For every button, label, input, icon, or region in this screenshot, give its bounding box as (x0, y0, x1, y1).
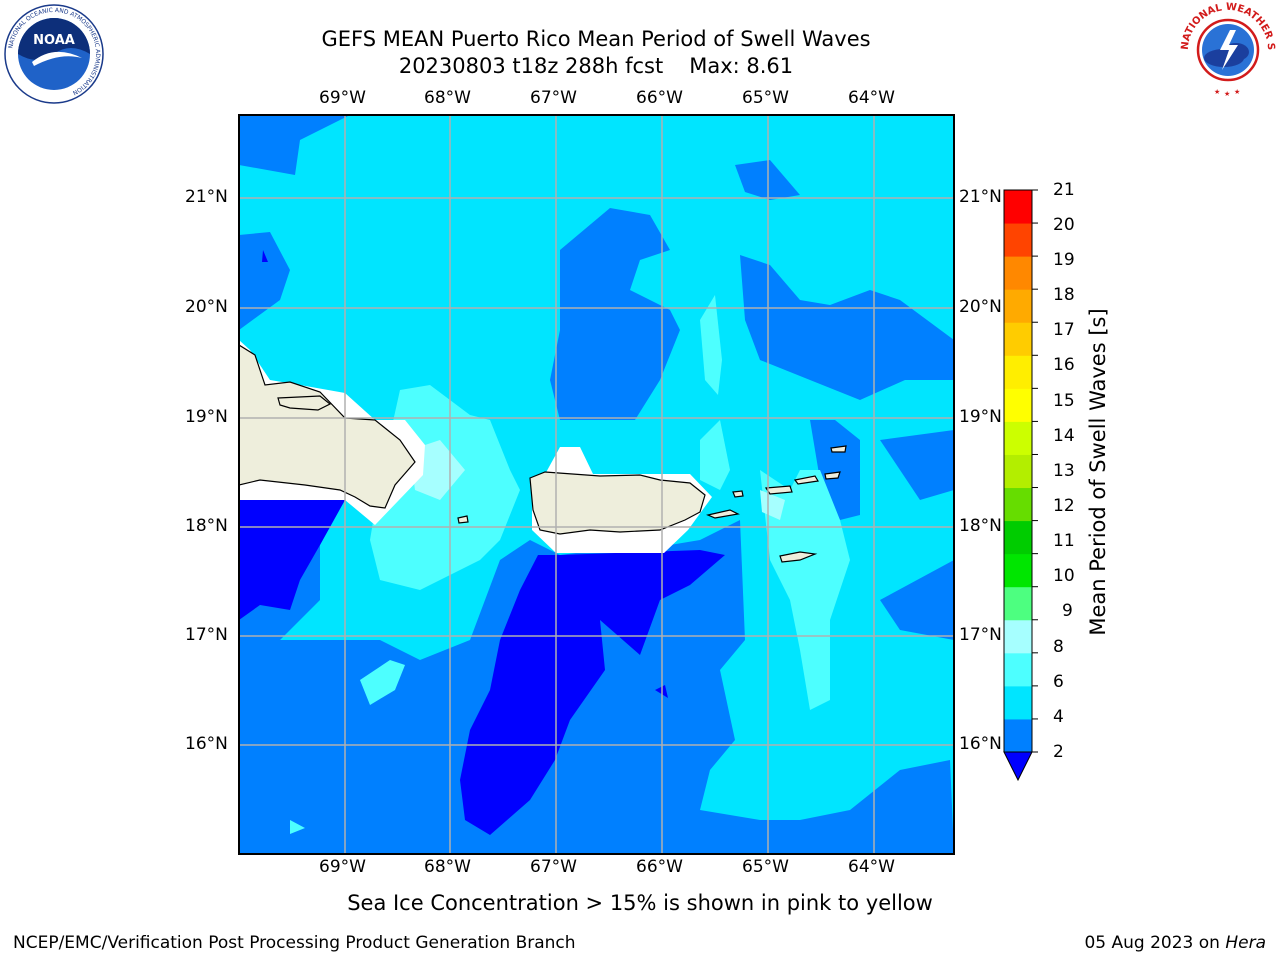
colorbar-tick-label: 16 (1053, 355, 1075, 375)
colorbar-swatch (1004, 223, 1032, 257)
lat-label-left: 20°N (185, 297, 228, 317)
colorbar-swatch (1004, 322, 1032, 356)
st-croix (779, 551, 818, 563)
colorbar-under-triangle (1003, 751, 1033, 782)
colorbar-swatch (1004, 718, 1032, 753)
tortola (793, 475, 819, 485)
lon-label-top: 68°W (424, 88, 471, 108)
lon-label-top: 69°W (319, 88, 366, 108)
lon-label-bottom: 69°W (319, 857, 366, 877)
swell-period-contours (239, 115, 954, 854)
colorbar-tick-label: 2 (1053, 742, 1064, 762)
colorbar-tick-label: 8 (1053, 637, 1064, 657)
colorbar-tick-label: 4 (1053, 707, 1064, 727)
map-frame (238, 114, 955, 855)
mona-island (457, 515, 469, 524)
map-title: GEFS MEAN Puerto Rico Mean Period of Swe… (321, 27, 871, 51)
culebra (732, 490, 744, 498)
lon-label-bottom: 67°W (530, 857, 577, 877)
lon-label-top: 65°W (742, 88, 789, 108)
generation-date: 05 Aug 2023 on Hera (1084, 933, 1266, 953)
colorbar-swatch (1004, 520, 1032, 555)
colorbar-swatch (1004, 289, 1032, 323)
colorbar-swatch (1004, 355, 1032, 389)
colorbar-tick-label: 20 (1053, 215, 1075, 235)
colorbar-swatch (1004, 388, 1032, 422)
lon-label-bottom: 66°W (636, 857, 683, 877)
lat-label-left: 18°N (185, 516, 228, 536)
lat-label-right: 21°N (959, 187, 1002, 207)
max-value: Max: 8.61 (689, 54, 794, 78)
colorbar-title: Mean Period of Swell Waves [s] (1086, 308, 1110, 636)
colorbar-tick-label: 6 (1053, 672, 1064, 692)
colorbar-swatch (1004, 553, 1032, 588)
lat-label-right: 17°N (959, 625, 1002, 645)
map-subtitle: 20230803 t18z 288h fcst Max: 8.61 (0, 54, 1192, 78)
colorbar-tick-label: 18 (1053, 285, 1075, 305)
noaa-logo: NATIONAL OCEANIC AND ATMOSPHERIC ADMINIS… (4, 4, 104, 104)
lon-label-bottom: 68°W (424, 857, 471, 877)
virgin-gorda (824, 471, 841, 480)
lon-label-top: 66°W (636, 88, 683, 108)
lon-label-bottom: 64°W (848, 857, 895, 877)
lat-label-right: 20°N (959, 297, 1002, 317)
colorbar-swatch (1004, 487, 1032, 522)
colorbar-swatch (1004, 586, 1032, 621)
colorbar-swatch (1004, 454, 1032, 489)
lat-label-left: 16°N (185, 734, 228, 754)
colorbar-swatch (1004, 421, 1032, 455)
run-info: 20230803 t18z 288h fcst (398, 54, 664, 78)
sea-ice-note: Sea Ice Concentration > 15% is shown in … (347, 891, 933, 915)
colorbar-swatch (1004, 652, 1032, 687)
nws-logo: NATIONAL WEATHER SERVICE ★ ★ ★ (1176, 0, 1276, 98)
svg-text:★: ★ (1234, 88, 1240, 96)
colorbar-tick-label: 14 (1053, 426, 1075, 446)
colorbar (1003, 189, 1038, 753)
st-thomas (764, 485, 793, 495)
colorbar-tick-label: 11 (1053, 531, 1075, 551)
svg-text:★: ★ (1214, 88, 1220, 96)
lon-label-top: 67°W (530, 88, 577, 108)
graticule (239, 115, 954, 854)
lat-label-left: 19°N (185, 407, 228, 427)
colorbar-swatch (1004, 190, 1032, 224)
producer-credit: NCEP/EMC/Verification Post Processing Pr… (13, 933, 576, 953)
colorbar-tick-label: 19 (1053, 250, 1075, 270)
svg-text:★: ★ (1224, 90, 1230, 98)
colorbar-swatch (1004, 685, 1032, 720)
colorbar-tick-label: 17 (1053, 320, 1075, 340)
lat-label-left: 17°N (185, 625, 228, 645)
colorbar-tick-label: 13 (1053, 461, 1075, 481)
colorbar-tick-label: 10 (1053, 566, 1075, 586)
colorbar-tick-label: 12 (1053, 496, 1075, 516)
lat-label-right: 16°N (959, 734, 1002, 754)
vieques (706, 509, 740, 519)
colorbar-swatch (1004, 256, 1032, 290)
tortuga-island (277, 395, 332, 411)
lon-label-bottom: 65°W (742, 857, 789, 877)
colorbar-swatch (1004, 619, 1032, 654)
hispaniola (239, 344, 416, 509)
colorbar-tick-label: 21 (1053, 180, 1075, 200)
colorbar-tick-label: 15 (1053, 391, 1075, 411)
svg-text:NOAA: NOAA (33, 33, 75, 48)
lat-label-left: 21°N (185, 187, 228, 207)
lat-label-right: 19°N (959, 407, 1002, 427)
lat-label-right: 18°N (959, 516, 1002, 536)
lon-label-top: 64°W (848, 88, 895, 108)
anegada (830, 445, 847, 453)
machine-name: Hera (1225, 933, 1266, 953)
colorbar-tick-label: 9 (1062, 601, 1073, 621)
